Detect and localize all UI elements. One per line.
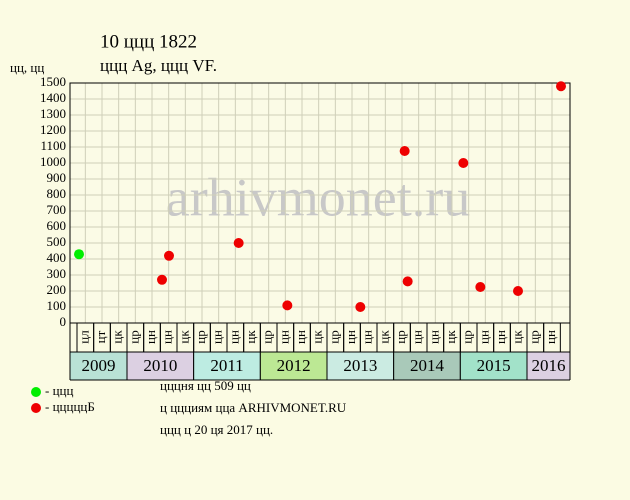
data-point xyxy=(458,158,469,168)
x-tick-label: цн xyxy=(160,330,175,344)
y-tick-label: 1200 xyxy=(40,122,66,137)
x-tick-label: цн xyxy=(543,330,558,344)
y-tick-label: 900 xyxy=(47,170,67,185)
x-tick-label: цн xyxy=(276,330,291,344)
data-point xyxy=(74,249,84,260)
year-band xyxy=(326,351,395,381)
y-tick-label: 600 xyxy=(47,218,67,233)
year-label: 2009 xyxy=(82,356,116,375)
chart-title: 10 ццц 1822 xyxy=(100,31,197,52)
y-tick-label: 1100 xyxy=(40,138,66,153)
y-tick-label: 0 xyxy=(60,314,67,329)
x-tick-label: цр xyxy=(460,330,475,343)
x-tick-label: цн xyxy=(293,330,308,344)
x-tick-label: цр xyxy=(126,330,141,343)
year-label: 2010 xyxy=(143,356,177,375)
year-band xyxy=(126,351,195,381)
year-label: 2014 xyxy=(410,356,445,375)
x-tick-label: цк xyxy=(310,330,325,344)
clip-group xyxy=(70,323,570,381)
x-tick-label: цн xyxy=(226,330,241,344)
x-tick-label: цн xyxy=(493,330,508,344)
x-tick-label: цн xyxy=(343,330,358,344)
x-tick-label: цк xyxy=(243,330,258,344)
legend-label: - ццц xyxy=(45,383,73,398)
plot-frame xyxy=(69,82,571,324)
legend-marker xyxy=(31,403,41,413)
note: ццц ц 20 ця 2017 цц. xyxy=(160,422,273,437)
data-point xyxy=(513,286,523,296)
year-band xyxy=(459,351,528,381)
x-tick-label: цн xyxy=(426,330,441,344)
note: ц ццциям цца ARHIVMONET.RU xyxy=(160,400,347,415)
x-tick-label: цн xyxy=(410,330,425,344)
y-tick-label: 1000 xyxy=(40,154,66,169)
y-tick-label: 700 xyxy=(47,202,67,217)
x-tick-label: цн xyxy=(476,330,491,344)
x-tick-label: цк xyxy=(443,330,458,344)
x-tick-label: цн xyxy=(360,330,375,344)
y-axis-label: цц, цц xyxy=(10,60,44,75)
x-tick-label: цт xyxy=(93,330,108,343)
year-band xyxy=(259,351,328,381)
x-tick-label: цр xyxy=(393,330,408,343)
y-tick-label: 1300 xyxy=(40,106,66,121)
year-band xyxy=(193,351,261,381)
y-tick-label: 1500 xyxy=(40,74,66,89)
x-tick-label: цн xyxy=(210,330,225,344)
x-tick-label: цр xyxy=(193,330,208,343)
y-tick-label: 1400 xyxy=(40,90,66,105)
watermark: arhivmonet.ru xyxy=(166,167,470,227)
year-label: 2013 xyxy=(343,356,377,375)
year-label: 2015 xyxy=(477,356,511,375)
plot-area xyxy=(70,83,570,323)
legend-marker xyxy=(31,387,41,397)
data-point xyxy=(282,300,293,311)
note: цццня цц 509 цц xyxy=(160,378,251,393)
x-tick-label: цк xyxy=(176,330,191,344)
chart-subtitle: ццц Ag, ццц VF. xyxy=(100,56,217,75)
data-point xyxy=(402,276,413,287)
y-tick-label: 200 xyxy=(47,282,67,297)
y-tick-label: 400 xyxy=(47,250,67,265)
x-tick-label: цн xyxy=(143,330,158,344)
data-point xyxy=(475,282,486,292)
x-tick-label: цр xyxy=(526,330,541,343)
x-tick-label: цр xyxy=(326,330,341,343)
data-point xyxy=(355,302,366,312)
data-point xyxy=(164,250,174,261)
year-label: 2011 xyxy=(210,356,243,375)
x-tick-label: цк xyxy=(510,330,525,344)
x-tick-label: цл xyxy=(76,330,91,344)
year-label: 2012 xyxy=(277,356,311,375)
y-tick-label: 500 xyxy=(47,234,67,249)
data-point xyxy=(556,81,566,92)
y-tick-label: 100 xyxy=(47,298,67,313)
year-band xyxy=(526,351,570,381)
x-tick-label: цр xyxy=(260,330,275,343)
legend-label: - цццццБ xyxy=(45,399,95,414)
y-tick-label: 800 xyxy=(47,186,67,201)
x-tick-label: цк xyxy=(376,330,391,344)
data-point xyxy=(157,274,167,285)
x-tick-label: цк xyxy=(110,330,125,344)
data-point xyxy=(399,146,410,156)
data-point xyxy=(233,238,244,248)
year-label: 2016 xyxy=(532,356,566,375)
y-tick-label: 300 xyxy=(47,266,67,281)
year-band xyxy=(393,351,461,381)
